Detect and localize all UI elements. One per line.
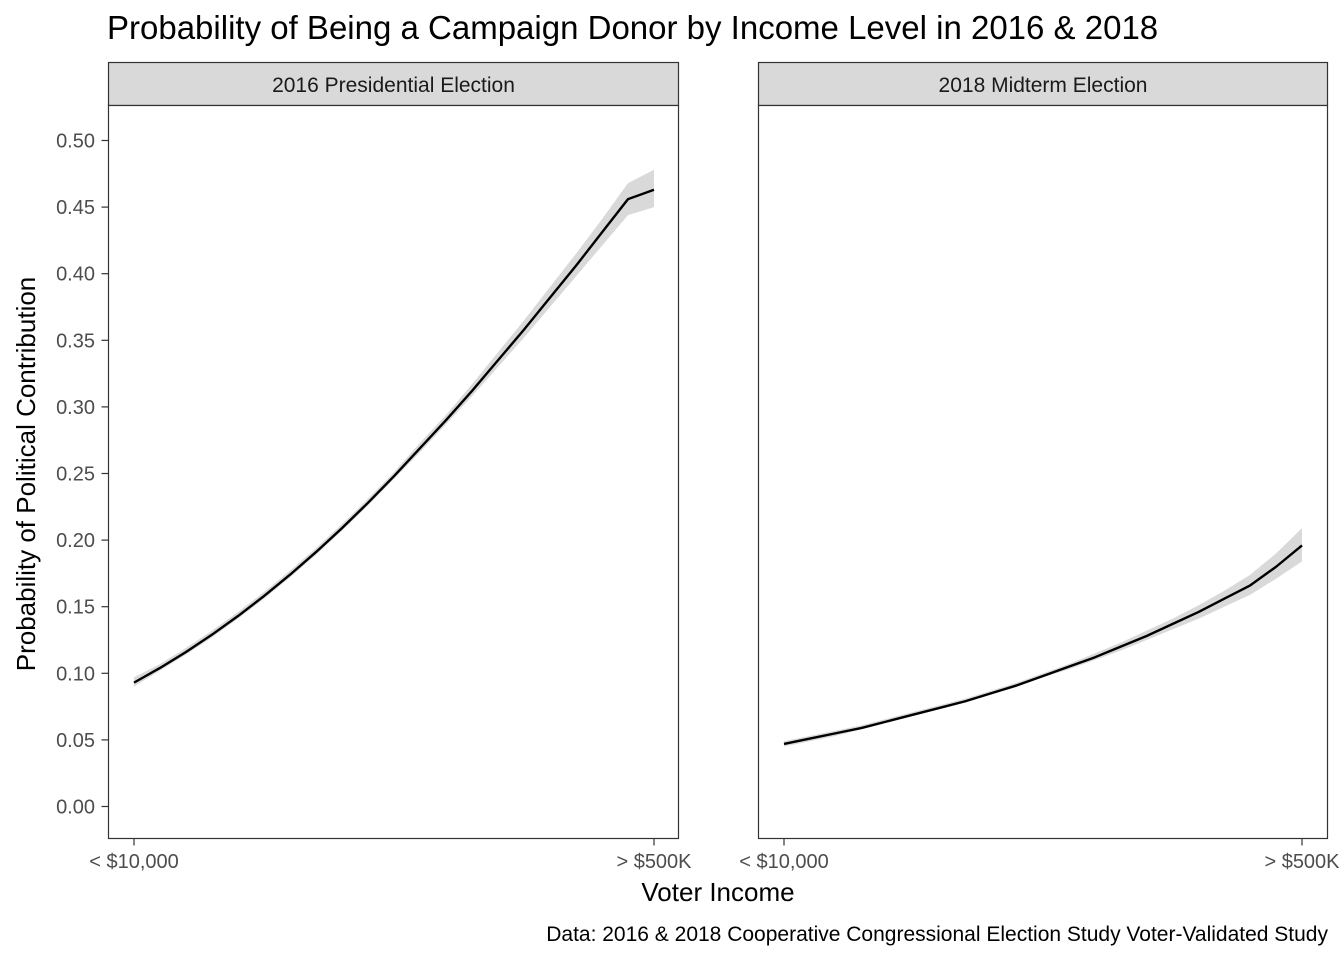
y-tick-label-8: 0.40 <box>56 264 95 286</box>
panel-border-2016 <box>107 104 680 840</box>
chart-title: Probability of Being a Campaign Donor by… <box>107 9 1158 46</box>
x-tick-label-2016-1: > $500K <box>616 851 692 873</box>
x-tick-label-2018-0: < $10,000 <box>739 851 829 873</box>
panel-border-2018 <box>757 104 1329 840</box>
plot-background-2018 <box>758 105 1328 839</box>
y-tick-label-4: 0.20 <box>56 530 95 552</box>
y-tick-label-5: 0.25 <box>56 464 95 486</box>
x-tick-label-2018-1: > $500K <box>1264 851 1340 873</box>
y-axis-title: Probability of Political Contribution <box>11 277 41 672</box>
strip-label-2018: 2018 Midterm Election <box>939 74 1148 97</box>
y-tick-label-10: 0.50 <box>56 131 95 153</box>
strip-2018 <box>757 61 1329 107</box>
series-line-2018 <box>783 544 1303 746</box>
strip-2016 <box>107 61 680 107</box>
x-axis-title: Voter Income <box>641 877 794 907</box>
y-tick-label-1: 0.05 <box>56 730 95 752</box>
caption: Data: 2016 & 2018 Cooperative Congressio… <box>546 923 1328 946</box>
y-axis: 0.00 0.05 0.10 0.15 0.20 0.25 0.30 0.35 0.40 0.45… <box>56 131 109 819</box>
confidence-band-2016 <box>134 169 654 687</box>
panel-2016: 2016 Presidential Election < $10,000 > $5… <box>89 61 692 873</box>
y-tick-label-0: 0.00 <box>56 797 95 819</box>
x-tick-label-2016-0: < $10,000 <box>89 851 179 873</box>
plot-background-2016 <box>108 105 679 839</box>
series-line-2016 <box>133 188 655 684</box>
y-tick-label-7: 0.35 <box>56 330 95 352</box>
strip-label-2016: 2016 Presidential Election <box>272 74 515 97</box>
panel-2018: 2018 Midterm Election < $10,000 > $500K <box>739 61 1340 873</box>
y-tick-label-9: 0.45 <box>56 197 95 219</box>
y-tick-label-2: 0.10 <box>56 663 95 685</box>
y-tick-label-3: 0.15 <box>56 597 95 619</box>
y-tick-label-6: 0.30 <box>56 397 95 419</box>
